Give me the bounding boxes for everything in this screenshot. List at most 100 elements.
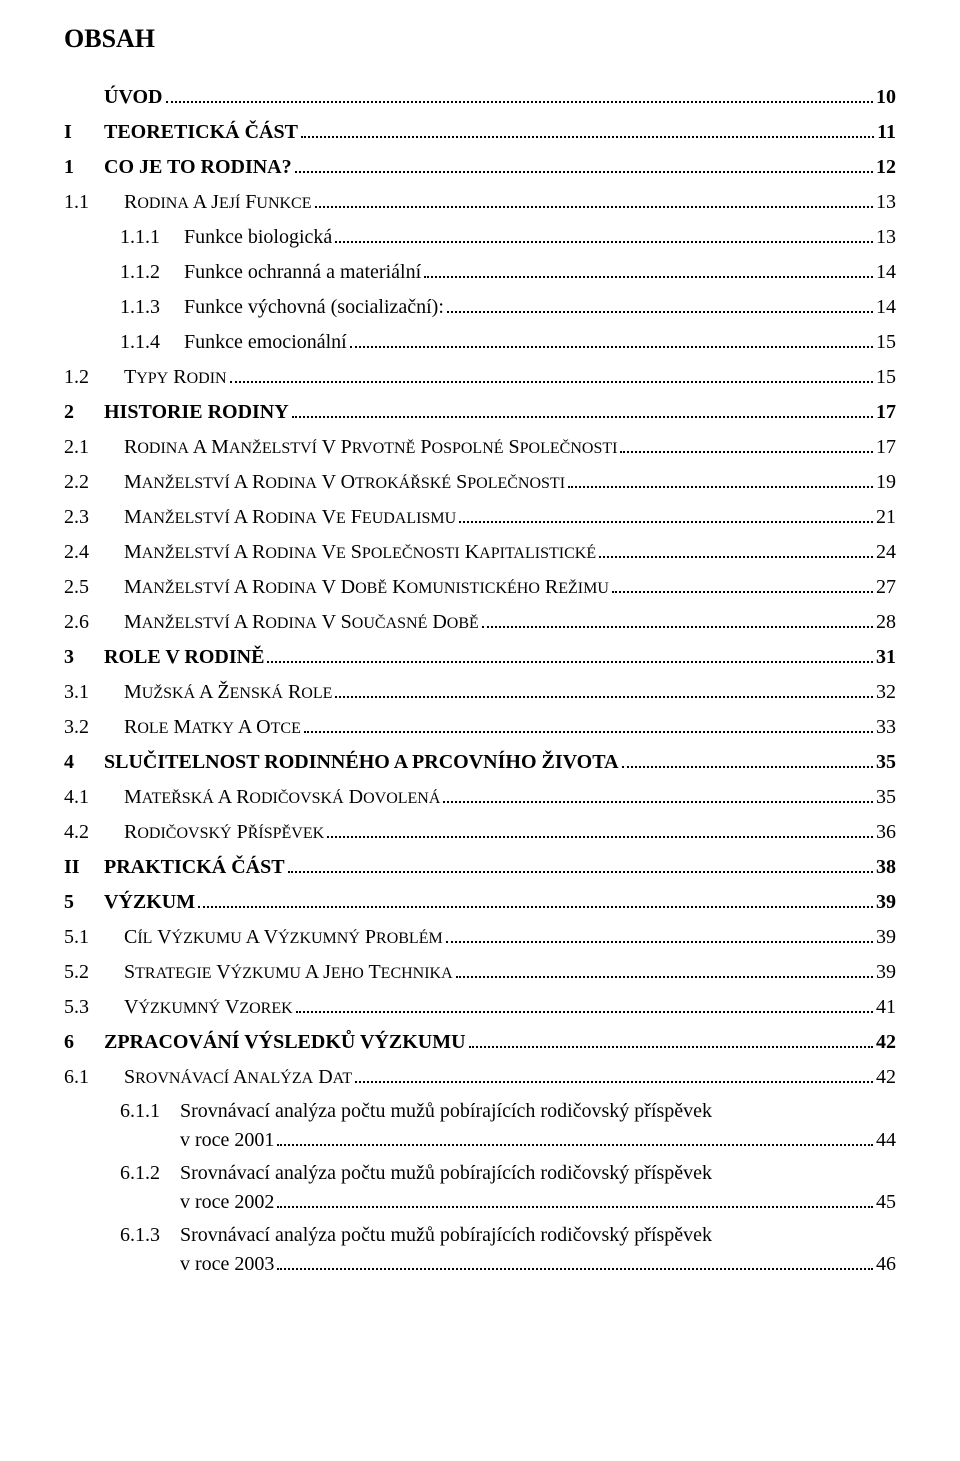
toc-leader-dots xyxy=(327,836,873,838)
toc-entry: 2.2MANŽELSTVÍ A RODINA V OTROKÁŘSKÉ SPOL… xyxy=(64,467,896,498)
toc-entry-number: 5.1 xyxy=(64,922,120,953)
toc-entry-page: 28 xyxy=(876,607,896,638)
toc-entry-page: 39 xyxy=(876,957,896,988)
toc-entry: 4.2RODIČOVSKÝ PŘÍSPĚVEK36 xyxy=(64,817,896,848)
toc-entry-label: RODINA A MANŽELSTVÍ V PRVOTNĚ POSPOLNÉ S… xyxy=(120,432,617,463)
toc-entry: 1CO JE TO RODINA?12 xyxy=(64,152,896,183)
toc-entry-number: 2.2 xyxy=(64,467,120,498)
toc-entry-label-line1: Srovnávací analýza počtu mužů pobírající… xyxy=(180,1159,896,1188)
toc-entry-page: 19 xyxy=(876,467,896,498)
toc-entry-label: MANŽELSTVÍ A RODINA VE SPOLEČNOSTI KAPIT… xyxy=(120,537,596,568)
toc-entry-number: 4 xyxy=(64,747,100,778)
toc-entry-page: 44 xyxy=(876,1126,896,1155)
toc-entry-label: Funkce ochranná a materiální xyxy=(180,257,421,288)
toc-list: ÚVOD10 ITEORETICKÁ ČÁST 11 1CO JE TO RODINA… xyxy=(64,82,896,1279)
toc-entry-label: CÍL VÝZKUMU A VÝZKUMNÝ PROBLÉM xyxy=(120,922,443,953)
toc-entry-page: 31 xyxy=(876,642,896,673)
toc-entry-number: II xyxy=(64,852,100,883)
toc-entry-body: Srovnávací analýza počtu mužů pobírající… xyxy=(180,1097,896,1155)
toc-leader-dots xyxy=(230,381,873,383)
toc-leader-dots xyxy=(301,136,874,138)
toc-leader-dots xyxy=(166,101,874,103)
toc-entry-page: 24 xyxy=(876,537,896,568)
toc-entry-label-text: v roce 2001 xyxy=(180,1126,274,1155)
toc-page: OBSAH ÚVOD10ITEORETICKÁ ČÁST111CO JE TO … xyxy=(0,0,960,1461)
toc-entry: 4.1MATEŘSKÁ A RODIČOVSKÁ DOVOLENÁ35 xyxy=(64,782,896,813)
toc-leader-dots xyxy=(267,661,873,663)
toc-entry: 2.1RODINA A MANŽELSTVÍ V PRVOTNĚ POSPOLN… xyxy=(64,432,896,463)
toc-entry: ITEORETICKÁ ČÁST 11 xyxy=(64,117,896,148)
toc-leader-dots xyxy=(198,906,873,908)
toc-leader-dots xyxy=(612,591,873,593)
toc-entry-number: I xyxy=(64,117,100,148)
toc-entry-number: 6.1.3 xyxy=(120,1221,180,1279)
toc-entry-number: 3 xyxy=(64,642,100,673)
toc-entry: 1.1.1Funkce biologická13 xyxy=(64,222,896,253)
toc-entry-page: 45 xyxy=(876,1188,896,1217)
toc-entry-label: MATEŘSKÁ A RODIČOVSKÁ DOVOLENÁ xyxy=(120,782,440,813)
toc-entry-page: 41 xyxy=(876,992,896,1023)
toc-entry-label-line2: v roce 2001 44 xyxy=(180,1126,896,1155)
toc-leader-dots xyxy=(424,276,873,278)
toc-entry-page: 11 xyxy=(877,117,896,148)
toc-entry-page: 13 xyxy=(876,187,896,218)
toc-entry: ÚVOD10 xyxy=(64,82,896,113)
toc-entry-label-line2: v roce 200346 xyxy=(180,1250,896,1279)
toc-entry-label: Funkce biologická xyxy=(180,222,332,253)
toc-entry-label: ROLE V RODINĚ xyxy=(100,642,264,673)
toc-entry-label: TEORETICKÁ ČÁST xyxy=(100,117,298,148)
toc-entry-label: SROVNÁVACÍ ANALÝZA DAT xyxy=(120,1062,352,1093)
toc-entry-number: 3.2 xyxy=(64,712,120,743)
toc-entry-number: 6.1.2 xyxy=(120,1159,180,1217)
toc-leader-dots xyxy=(443,801,873,803)
toc-entry: 3ROLE V RODINĚ 31 xyxy=(64,642,896,673)
toc-leader-dots xyxy=(482,626,873,628)
toc-entry-label: MUŽSKÁ A ŽENSKÁ ROLE xyxy=(120,677,332,708)
toc-entry-page: 35 xyxy=(876,747,896,778)
toc-entry-label-line2: v roce 200245 xyxy=(180,1188,896,1217)
toc-entry-page: 42 xyxy=(876,1027,896,1058)
toc-entry-number: 1.1.4 xyxy=(120,327,180,358)
toc-entry-label: MANŽELSTVÍ A RODINA VE FEUDALISMU xyxy=(120,502,456,533)
toc-entry-body: Srovnávací analýza počtu mužů pobírající… xyxy=(180,1159,896,1217)
toc-entry-number: 3.1 xyxy=(64,677,120,708)
toc-entry-label-text: v roce 2003 xyxy=(180,1250,274,1279)
toc-leader-dots xyxy=(599,556,873,558)
toc-entry-label-line1: Srovnávací analýza počtu mužů pobírající… xyxy=(180,1097,896,1126)
toc-entry: 3.1MUŽSKÁ A ŽENSKÁ ROLE 32 xyxy=(64,677,896,708)
toc-entry-number: 2.4 xyxy=(64,537,120,568)
toc-entry-number: 4.1 xyxy=(64,782,120,813)
toc-entry: 1.1.3Funkce výchovná (socializační):14 xyxy=(64,292,896,323)
toc-entry: 2.3MANŽELSTVÍ A RODINA VE FEUDALISMU21 xyxy=(64,502,896,533)
toc-entry-label-line1: Srovnávací analýza počtu mužů pobírající… xyxy=(180,1221,896,1250)
toc-entry-number: 2.6 xyxy=(64,607,120,638)
toc-leader-dots xyxy=(277,1206,873,1208)
toc-leader-dots xyxy=(277,1268,873,1270)
toc-entry-number: 1.2 xyxy=(64,362,120,393)
toc-entry-page: 27 xyxy=(876,572,896,603)
toc-entry-page: 32 xyxy=(876,677,896,708)
toc-entry: 6.1.3Srovnávací analýza počtu mužů pobír… xyxy=(64,1221,896,1279)
toc-entry-number: 1.1 xyxy=(64,187,120,218)
toc-entry-label: ROLE MATKY A OTCE xyxy=(120,712,301,743)
toc-entry: 4SLUČITELNOST RODINNÉHO A PRCOVNÍHO ŽIVO… xyxy=(64,747,896,778)
toc-leader-dots xyxy=(568,486,873,488)
toc-entry-number: 2.5 xyxy=(64,572,120,603)
toc-entry-page: 39 xyxy=(876,887,896,918)
toc-entry: 1.2TYPY RODIN15 xyxy=(64,362,896,393)
toc-entry-number: 2 xyxy=(64,397,100,428)
toc-entry-page: 39 xyxy=(876,922,896,953)
toc-leader-dots xyxy=(315,206,874,208)
toc-entry: 1.1.2Funkce ochranná a materiální14 xyxy=(64,257,896,288)
toc-entry-label: VÝZKUMNÝ VZOREK xyxy=(120,992,293,1023)
toc-leader-dots xyxy=(622,766,873,768)
toc-entry: 6.1.2Srovnávací analýza počtu mužů pobír… xyxy=(64,1159,896,1217)
toc-leader-dots xyxy=(292,416,873,418)
toc-entry-label: TYPY RODIN xyxy=(120,362,227,393)
toc-entry-number: 1.1.3 xyxy=(120,292,180,323)
toc-entry-page: 17 xyxy=(876,397,896,428)
toc-entry-number: 4.2 xyxy=(64,817,120,848)
toc-entry-page: 13 xyxy=(876,222,896,253)
toc-entry-label: MANŽELSTVÍ A RODINA V DOBĚ KOMUNISTICKÉH… xyxy=(120,572,609,603)
toc-leader-dots xyxy=(335,241,873,243)
